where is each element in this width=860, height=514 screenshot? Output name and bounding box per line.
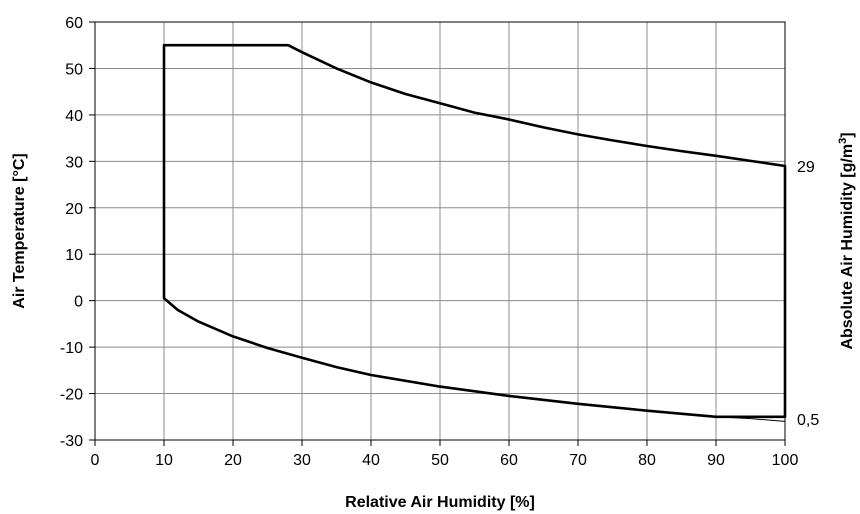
x-tick-label: 100 xyxy=(772,452,799,469)
x-tick-label: 40 xyxy=(362,452,380,469)
y-tick-label: 40 xyxy=(65,108,83,125)
x-tick-label: 60 xyxy=(500,452,518,469)
y-tick-label: -10 xyxy=(60,340,83,357)
axis-ticks xyxy=(89,21,786,446)
y2-axis-title-end: ] xyxy=(839,132,856,137)
x-tick-labels: 0 10 20 30 40 50 60 70 80 90 100 xyxy=(91,452,799,469)
y-tick-label: 0 xyxy=(74,294,83,311)
y-tick-label: 30 xyxy=(65,154,83,171)
y2-axis-title-main: Absolute Air Humidity [g/m xyxy=(839,144,856,350)
x-tick-label: 0 xyxy=(91,452,100,469)
x-tick-label: 70 xyxy=(569,452,587,469)
series-lines xyxy=(162,43,787,422)
x-tick-label: 80 xyxy=(638,452,656,469)
x-tick-label: 10 xyxy=(155,452,173,469)
y-tick-labels: -30 -20 -10 0 10 20 30 40 50 60 xyxy=(60,15,83,450)
x-axis-title: Relative Air Humidity [%] xyxy=(345,494,535,511)
y-tick-label: -30 xyxy=(60,433,83,450)
y-tick-label: 20 xyxy=(65,201,83,218)
annotations: 290,5 xyxy=(797,159,819,429)
y-tick-label: 10 xyxy=(65,247,83,264)
grid-lines xyxy=(95,22,785,440)
x-tick-label: 20 xyxy=(224,452,242,469)
x-tick-label: 90 xyxy=(707,452,725,469)
y-axis-title: Air Temperature [°C] xyxy=(11,153,28,308)
x-tick-label: 50 xyxy=(431,452,449,469)
y-tick-label: 50 xyxy=(65,61,83,78)
x-tick-label: 30 xyxy=(293,452,311,469)
annotation-29: 29 xyxy=(797,159,815,176)
y2-axis-title-superscript: 3 xyxy=(837,138,849,144)
envelope-line xyxy=(162,43,787,419)
y2-axis-title: Absolute Air Humidity [g/m3] xyxy=(837,132,856,349)
y-tick-label: -20 xyxy=(60,387,83,404)
y-tick-label: 60 xyxy=(65,15,83,32)
envelope-extension-line xyxy=(715,416,786,422)
annotation-0-5: 0,5 xyxy=(797,412,819,429)
